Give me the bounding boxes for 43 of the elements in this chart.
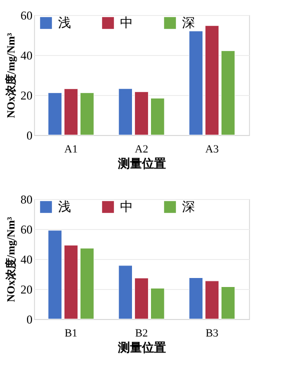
x-tick-label: A1 <box>64 144 78 156</box>
x-tick-label: B1 <box>64 328 78 340</box>
y-tick-label: 20 <box>20 88 32 102</box>
y-tick-label: 20 <box>20 282 32 296</box>
legend-label: 浅 <box>58 199 71 214</box>
y-axis-title: NOx浓度/mg/Nm³ <box>4 216 18 302</box>
y-tick-label: 60 <box>20 8 32 22</box>
bar <box>204 25 220 136</box>
bar <box>150 288 165 320</box>
bar <box>220 286 236 320</box>
bar <box>48 92 62 136</box>
bar <box>134 278 149 320</box>
x-axis-title: 测量位置 <box>117 340 166 354</box>
x-tick-label: A2 <box>134 144 148 156</box>
x-axis-title: 测量位置 <box>117 156 166 170</box>
bar <box>64 88 78 136</box>
bar <box>188 278 203 320</box>
bar <box>134 92 149 136</box>
legend-label: 深 <box>182 15 195 30</box>
y-tick-label: 40 <box>20 252 32 266</box>
bar <box>188 30 203 136</box>
bar <box>150 98 165 136</box>
bar <box>118 88 133 136</box>
y-tick-label: 40 <box>20 48 32 62</box>
legend-label: 浅 <box>58 15 71 30</box>
y-tick-label: 60 <box>20 222 32 236</box>
y-tick-label: 0 <box>26 312 32 326</box>
bar <box>220 50 236 136</box>
bar <box>204 280 220 320</box>
bar <box>118 265 133 320</box>
y-tick-label: 80 <box>20 192 32 206</box>
x-tick-label: B2 <box>135 328 148 340</box>
x-tick-label: B3 <box>206 328 219 340</box>
legend-label: 深 <box>182 199 195 214</box>
y-axis-title: NOx浓度/mg/Nm³ <box>4 32 18 118</box>
y-tick-label: 0 <box>26 128 32 142</box>
legend-label: 中 <box>120 15 133 30</box>
x-tick-label: A3 <box>205 144 220 156</box>
bar <box>48 230 62 320</box>
legend-label: 中 <box>120 199 133 214</box>
bar <box>64 244 78 320</box>
bar <box>80 92 94 136</box>
bar <box>80 248 94 320</box>
